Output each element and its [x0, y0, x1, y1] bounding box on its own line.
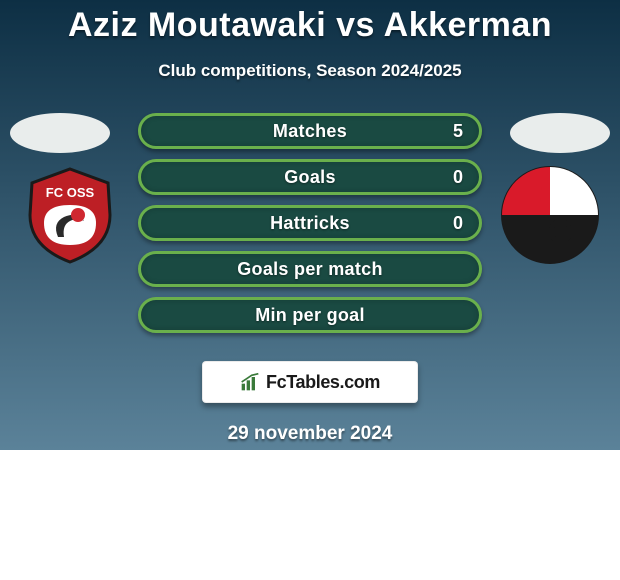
club-crest-left: FC OSS: [20, 165, 120, 265]
stat-pill-list: Matches 5 Goals 0 Hattricks 0 Goals per match M…: [138, 113, 482, 343]
svg-text:FC OSS: FC OSS: [46, 185, 95, 200]
svg-text:F: F: [522, 180, 543, 218]
stat-value-right: 5: [453, 121, 463, 142]
stat-pill: Goals 0: [138, 159, 482, 195]
comparison-panel: Aziz Moutawaki vs Akkerman Club competit…: [0, 0, 620, 450]
brand-badge[interactable]: FcTables.com: [202, 361, 418, 403]
shield-icon: FC OSS: [20, 165, 120, 265]
subtitle: Club competitions, Season 2024/2025: [0, 61, 620, 81]
stat-value-right: 0: [453, 213, 463, 234]
stat-label: Goals: [284, 167, 336, 188]
club-crest-right: F C: [500, 165, 600, 265]
shield-icon: F C: [500, 165, 600, 265]
stat-pill: Min per goal: [138, 297, 482, 333]
stat-pill: Hattricks 0: [138, 205, 482, 241]
stat-value-right: 0: [453, 167, 463, 188]
stat-pill: Matches 5: [138, 113, 482, 149]
content-area: FC OSS F C Matches5Goals0Hattricks0Goals…: [0, 113, 620, 345]
date-label: 29 november 2024: [0, 423, 620, 445]
stat-label: Hattricks: [270, 213, 350, 234]
stat-label: Matches: [273, 121, 347, 142]
stat-label: Min per goal: [255, 305, 365, 326]
stat-pill: Goals per match: [138, 251, 482, 287]
player-disc-right: [510, 113, 610, 153]
page-title: Aziz Moutawaki vs Akkerman: [0, 6, 620, 45]
stat-label: Goals per match: [237, 259, 383, 280]
brand-text: FcTables.com: [266, 372, 380, 393]
bar-chart-icon: [240, 372, 260, 392]
player-disc-left: [10, 113, 110, 153]
svg-text:C: C: [548, 213, 573, 251]
